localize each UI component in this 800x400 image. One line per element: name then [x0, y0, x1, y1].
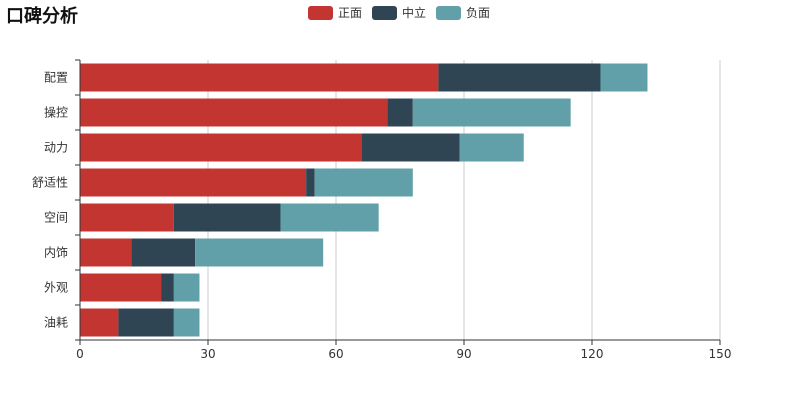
- bar-油耗-中立: [118, 308, 174, 337]
- bar-配置-中立: [438, 63, 601, 92]
- chart-title: 口碑分析: [6, 6, 78, 27]
- bar-油耗-正面: [80, 308, 119, 337]
- legend-swatch-neutral: [372, 5, 398, 20]
- legend-swatch-positive: [308, 5, 333, 20]
- x-tick-label-2: 60: [328, 347, 343, 361]
- y-tick-label-4: 空间: [44, 211, 68, 225]
- x-tick-label-5: 150: [709, 347, 732, 361]
- legend: 正面 中立 负面: [308, 4, 500, 21]
- x-tick-label-1: 30: [200, 347, 215, 361]
- bar-配置-正面: [80, 63, 439, 92]
- x-tick-label-4: 120: [581, 347, 604, 361]
- bar-舒适性-正面: [80, 168, 307, 197]
- bar-配置-负面: [600, 63, 648, 92]
- bar-空间-正面: [80, 203, 174, 232]
- bar-外观-中立: [161, 273, 174, 302]
- bar-内饰-中立: [131, 238, 196, 267]
- bar-操控-负面: [412, 98, 571, 127]
- y-tick-label-0: 配置: [44, 71, 68, 85]
- legend-item-neutral[interactable]: 中立: [372, 4, 426, 21]
- bar-操控-中立: [387, 98, 413, 127]
- legend-label-neutral: 中立: [402, 6, 427, 20]
- y-tick-label-7: 油耗: [44, 316, 68, 330]
- bar-内饰-负面: [195, 238, 324, 267]
- legend-swatch-negative: [436, 5, 462, 20]
- y-tick-label-5: 内饰: [44, 246, 68, 260]
- legend-label-negative: 负面: [466, 6, 491, 20]
- y-tick-label-6: 外观: [44, 281, 68, 295]
- legend-item-negative[interactable]: 负面: [436, 4, 490, 21]
- x-tick-label-0: 0: [76, 347, 84, 361]
- legend-item-positive[interactable]: 正面: [308, 4, 362, 21]
- legend-label-positive: 正面: [338, 6, 363, 20]
- bar-动力-正面: [80, 133, 362, 162]
- bar-外观-正面: [80, 273, 162, 302]
- bar-内饰-正面: [80, 238, 132, 267]
- y-tick-label-2: 动力: [44, 141, 68, 155]
- bar-操控-正面: [80, 98, 388, 127]
- bar-空间-负面: [280, 203, 379, 232]
- bar-动力-负面: [459, 133, 524, 162]
- bar-动力-中立: [361, 133, 460, 162]
- y-tick-label-3: 舒适性: [32, 176, 68, 190]
- bar-油耗-负面: [173, 308, 200, 337]
- bar-空间-中立: [173, 203, 281, 232]
- y-tick-label-1: 操控: [44, 105, 68, 120]
- x-tick-label-3: 90: [456, 347, 471, 361]
- bar-舒适性-负面: [314, 168, 413, 197]
- bar-舒适性-中立: [306, 168, 315, 197]
- bar-外观-负面: [173, 273, 200, 302]
